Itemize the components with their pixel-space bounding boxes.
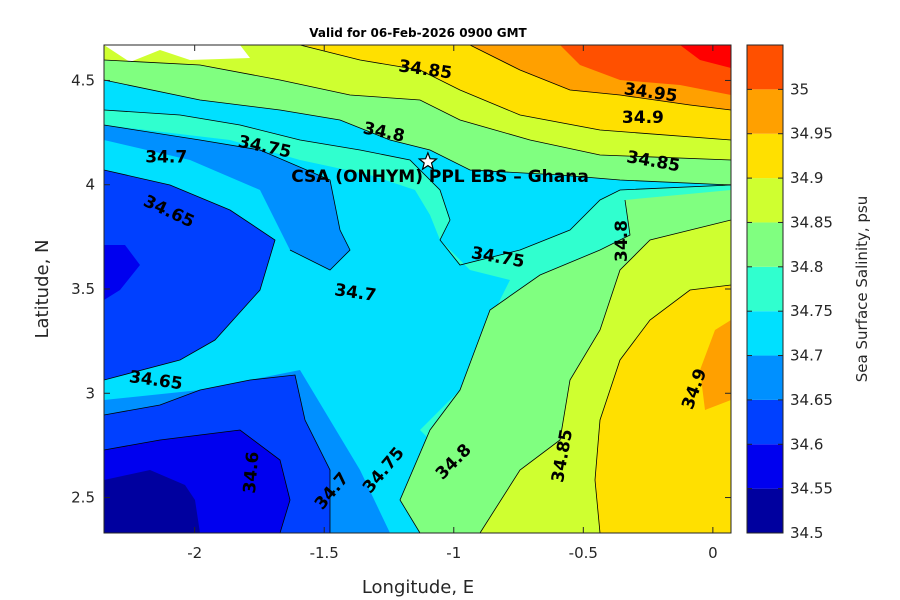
band-red: [680, 45, 731, 68]
colorbar: [747, 45, 783, 533]
colorbar-tick-label: 34.9: [790, 169, 823, 187]
chart-title: Valid for 06-Feb-2026 0900 GMT: [309, 26, 527, 40]
y-tick-label: 3.5: [71, 280, 95, 298]
colorbar-swatch: [747, 399, 783, 445]
colorbar-tick-label: 34.55: [790, 480, 833, 498]
colorbar-swatch: [747, 444, 783, 489]
colorbar-swatch: [747, 311, 783, 356]
y-tick-label: 2.5: [71, 489, 95, 507]
x-tick-label: -2: [187, 544, 202, 562]
x-tick-label: -0.5: [569, 544, 598, 562]
colorbar-title: Sea Surface Salinity, psu: [853, 196, 871, 382]
site-marker: CSA (ONHYM) PPL EBS – Ghana: [291, 151, 589, 187]
colorbar-swatch: [747, 178, 783, 223]
contour-label: 34.8: [612, 220, 632, 262]
colorbar-tick-label: 34.65: [790, 391, 833, 409]
x-tick-label: -1.5: [310, 544, 339, 562]
contour-label: 34.9: [622, 108, 664, 128]
contour-line: [479, 219, 731, 533]
band-red-orange: [560, 45, 731, 95]
contour-line: [104, 124, 351, 271]
colorbar-swatch: [747, 133, 783, 179]
colorbar-tick-label: 34.95: [790, 125, 833, 143]
contour-line: [104, 429, 291, 533]
star-icon: [417, 151, 438, 171]
land-mask: [104, 45, 250, 62]
y-tick-label: 4: [85, 176, 95, 194]
colorbar-tick-label: 34.6: [790, 435, 823, 453]
contour-line: [594, 284, 731, 533]
x-axis: -2 -1.5 -1 -0.5 0: [187, 45, 718, 562]
colorbar-swatch: [747, 222, 783, 267]
band-yellow-south: [595, 285, 731, 533]
colorbar-swatch: [747, 266, 783, 312]
y-tick-label: 3: [85, 384, 95, 402]
colorbar-tick-label: 34.85: [790, 213, 833, 231]
band-deep-blue: [104, 470, 200, 533]
contour-line: [104, 79, 731, 186]
contour-fill-layer: [104, 45, 731, 533]
contour-label: 34.6: [240, 451, 264, 495]
y-axis: 2.5 3 3.5 4 4.5: [71, 71, 731, 507]
contour-line: [104, 109, 731, 266]
band-left-blue: [104, 245, 140, 300]
colorbar-tick-label: 34.8: [790, 258, 823, 276]
x-tick-label: 0: [708, 544, 718, 562]
band-west-lower: [104, 170, 275, 380]
colorbar-tick-label: 35: [790, 80, 809, 98]
colorbar-tick-label: 34.7: [790, 347, 823, 365]
site-label: CSA (ONHYM) PPL EBS – Ghana: [291, 167, 589, 187]
x-axis-title: Longitude, E: [362, 577, 474, 598]
colorbar-tick-label: 34.5: [790, 524, 823, 542]
colorbar-swatch: [747, 45, 783, 90]
y-axis-title: Latitude, N: [32, 240, 53, 339]
band-orange-east: [700, 320, 731, 410]
colorbar-frame: [746, 44, 784, 534]
y-tick-label: 4.5: [71, 71, 95, 89]
contour-line: [469, 45, 731, 111]
contour-line: [104, 169, 276, 381]
colorbar-swatch: [747, 488, 783, 533]
contour-line: [399, 199, 631, 533]
contour-line-layer: [104, 45, 731, 533]
colorbar-ticks: 34.5 34.55 34.6 34.65 34.7 34.75 34.8 34.85 34.9…: [747, 80, 833, 542]
colorbar-swatch: [747, 89, 783, 134]
contour-label: 34.7: [145, 148, 187, 168]
contour-line: [104, 374, 331, 533]
colorbar-swatch: [747, 355, 783, 400]
x-tick-label: -1: [446, 544, 461, 562]
contour-line: [104, 59, 731, 161]
contour-line: [299, 45, 731, 141]
colorbar-tick-label: 34.75: [790, 302, 833, 320]
